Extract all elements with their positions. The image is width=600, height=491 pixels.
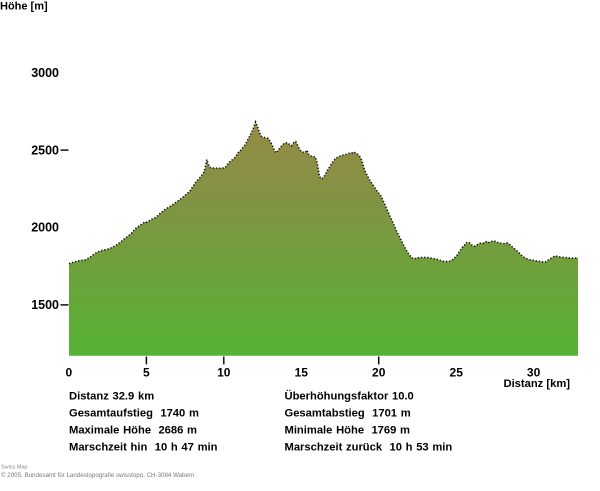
svg-text:Swiss Map: Swiss Map <box>1 465 28 471</box>
svg-text:30: 30 <box>527 365 541 379</box>
svg-text:2500: 2500 <box>31 143 59 157</box>
svg-text:Marschzeit zurück 10 h 53 min: Marschzeit zurück 10 h 53 min <box>285 442 453 454</box>
svg-text:25: 25 <box>450 365 464 379</box>
svg-text:Gesamtaufstieg 1740 m: Gesamtaufstieg 1740 m <box>69 408 199 420</box>
svg-text:Gesamtabstieg 1701 m: Gesamtabstieg 1701 m <box>285 408 411 420</box>
svg-text:Höhe [m]: Höhe [m] <box>0 0 48 12</box>
svg-text:Maximale Höhe 2686 m: Maximale Höhe 2686 m <box>69 425 197 437</box>
svg-text:20: 20 <box>372 365 386 379</box>
svg-text:3000: 3000 <box>31 66 59 80</box>
svg-text:Überhöhungsfaktor 10.0: Überhöhungsfaktor 10.0 <box>285 390 414 403</box>
svg-text:Minimale Höhe 1769 m: Minimale Höhe 1769 m <box>285 425 411 437</box>
svg-text:Distanz 32.9 km: Distanz 32.9 km <box>69 391 154 403</box>
svg-text:Marschzeit hin 10 h 47 min: Marschzeit hin 10 h 47 min <box>69 442 218 454</box>
svg-text:5: 5 <box>143 365 150 379</box>
svg-text:0: 0 <box>66 365 73 379</box>
svg-text:10: 10 <box>217 365 231 379</box>
svg-text:© 2005, Bundesamt für Landesto: © 2005, Bundesamt für Landestopografie s… <box>1 472 195 479</box>
svg-text:Distanz [km]: Distanz [km] <box>503 378 570 390</box>
svg-text:1500: 1500 <box>31 298 59 312</box>
svg-text:2000: 2000 <box>31 221 59 235</box>
svg-text:15: 15 <box>295 365 309 379</box>
